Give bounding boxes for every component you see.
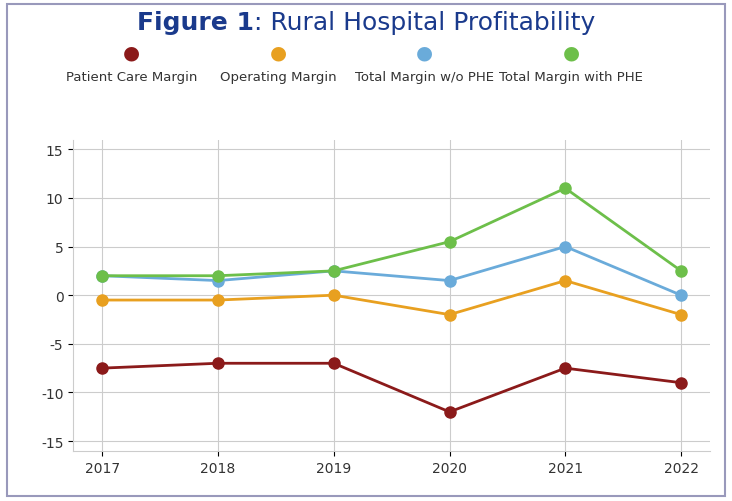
Text: Operating Margin: Operating Margin [220, 71, 337, 84]
Text: ●: ● [562, 43, 580, 62]
Text: Figure 1: Figure 1 [137, 11, 254, 35]
Text: ●: ● [123, 43, 141, 62]
Text: Total Margin with PHE: Total Margin with PHE [499, 71, 643, 84]
Text: ●: ● [416, 43, 433, 62]
Text: : Rural Hospital Profitability: : Rural Hospital Profitability [254, 11, 595, 35]
Text: Patient Care Margin: Patient Care Margin [66, 71, 198, 84]
Text: Total Margin w/o PHE: Total Margin w/o PHE [355, 71, 494, 84]
Text: ●: ● [269, 43, 287, 62]
